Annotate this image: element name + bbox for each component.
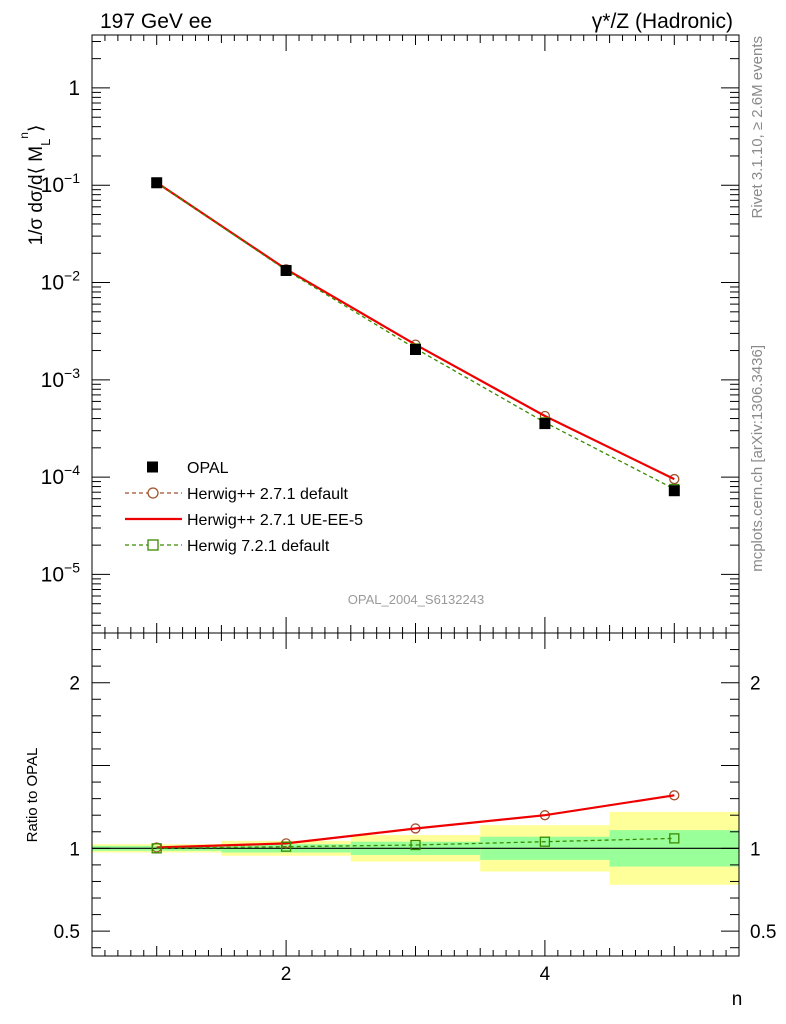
ratio-y-tick-label: 1 — [750, 839, 761, 860]
ratio-y-tick-label: 2 — [750, 674, 761, 695]
series-line — [156, 182, 675, 480]
legend-label: OPAL — [187, 460, 229, 477]
ratio-y-tick-label: 1 — [69, 839, 80, 860]
herwigpp-default-marker — [669, 473, 680, 485]
y-tick-label: 10−3 — [41, 365, 81, 392]
ratio-xlabel: n — [732, 989, 743, 1010]
opal-data-point — [668, 485, 680, 497]
herwig7-marker — [669, 833, 680, 844]
ratio-ylabel: Ratio to OPAL — [24, 748, 41, 843]
legend-label: Herwig++ 2.7.1 UE-EE-5 — [187, 512, 363, 529]
herwig7-marker — [539, 836, 551, 847]
y-tick-label: 10−5 — [41, 559, 81, 586]
header-right: γ*/Z (Hadronic) — [592, 10, 733, 33]
series-line — [156, 181, 675, 481]
series-line — [156, 794, 675, 849]
legend-marker — [147, 487, 159, 499]
opal-data-point — [410, 343, 421, 355]
ratio-y-tick-label: 0.5 — [750, 922, 776, 943]
mcplots-label: mcplots.cern.ch [arXiv:1306.3436] — [749, 345, 766, 572]
y-tick-label: 10−1 — [41, 170, 81, 197]
x-tick-label: 4 — [540, 964, 551, 985]
ratio-y-tick-label: 0.5 — [54, 922, 80, 943]
legend-label: Herwig 7.2.1 default — [187, 538, 330, 555]
ratio-panel-frame — [91, 632, 740, 957]
x-tick-label: 2 — [281, 964, 292, 985]
analysis-watermark: OPAL_2004_S6132243 — [348, 592, 484, 607]
legend-label: Herwig++ 2.7.1 default — [187, 486, 349, 503]
y-tick-label: 10−2 — [41, 268, 81, 295]
legend-entry: Herwig 7.2.1 default — [125, 538, 330, 555]
legend-marker — [147, 539, 159, 551]
ratio-y-tick-label: 2 — [69, 674, 80, 695]
y-tick-label: 10−4 — [41, 462, 81, 489]
legend-entry: OPAL — [147, 460, 229, 477]
y-tick-label: 1 — [68, 77, 80, 100]
legend-entry: Herwig++ 2.7.1 UE-EE-5 — [125, 512, 363, 529]
legend-swatch — [147, 461, 158, 473]
herwig7-marker — [280, 841, 292, 852]
header-left: 197 GeV ee — [100, 10, 212, 33]
series-line — [156, 837, 675, 849]
series-line — [156, 182, 675, 490]
herwig7-marker — [151, 843, 162, 854]
legend-entry: Herwig++ 2.7.1 default — [125, 486, 349, 503]
rivet-label: Rivet 3.1.10, ≥ 2.6M events — [749, 36, 766, 219]
herwig7-marker — [410, 839, 421, 851]
opal-data-point — [539, 418, 551, 430]
opal-data-point — [151, 177, 163, 189]
opal-data-point — [280, 264, 292, 276]
